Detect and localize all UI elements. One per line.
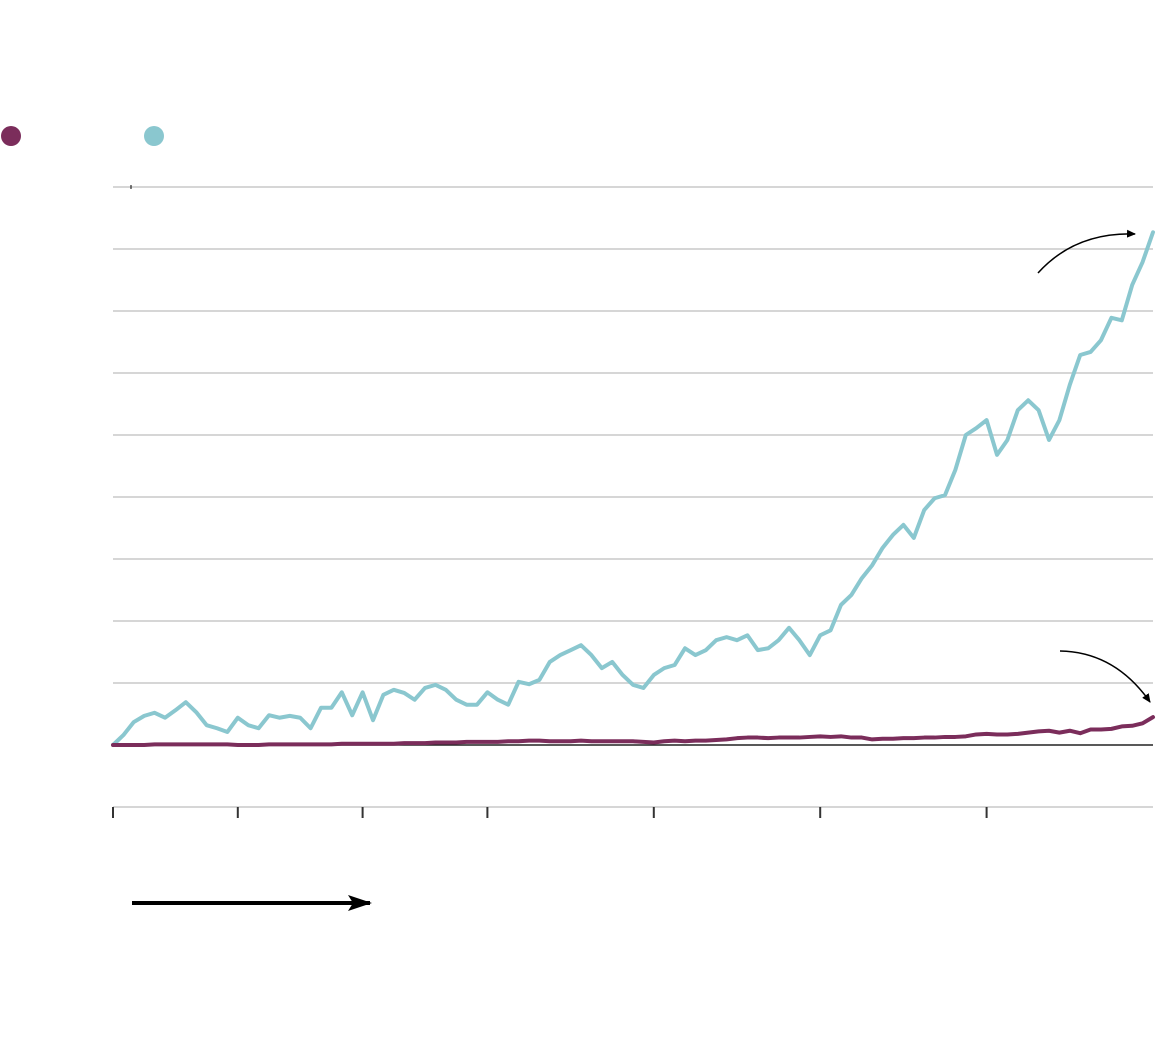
- series-group: [111, 230, 1155, 747]
- series-line: [111, 715, 1155, 747]
- annotation-arrow: [1059, 650, 1151, 703]
- legend-marker: [144, 126, 164, 146]
- series-line: [111, 230, 1155, 747]
- legend-marker: [1, 126, 21, 146]
- annotation-arrow: [1037, 229, 1136, 274]
- grid: [112, 186, 1153, 818]
